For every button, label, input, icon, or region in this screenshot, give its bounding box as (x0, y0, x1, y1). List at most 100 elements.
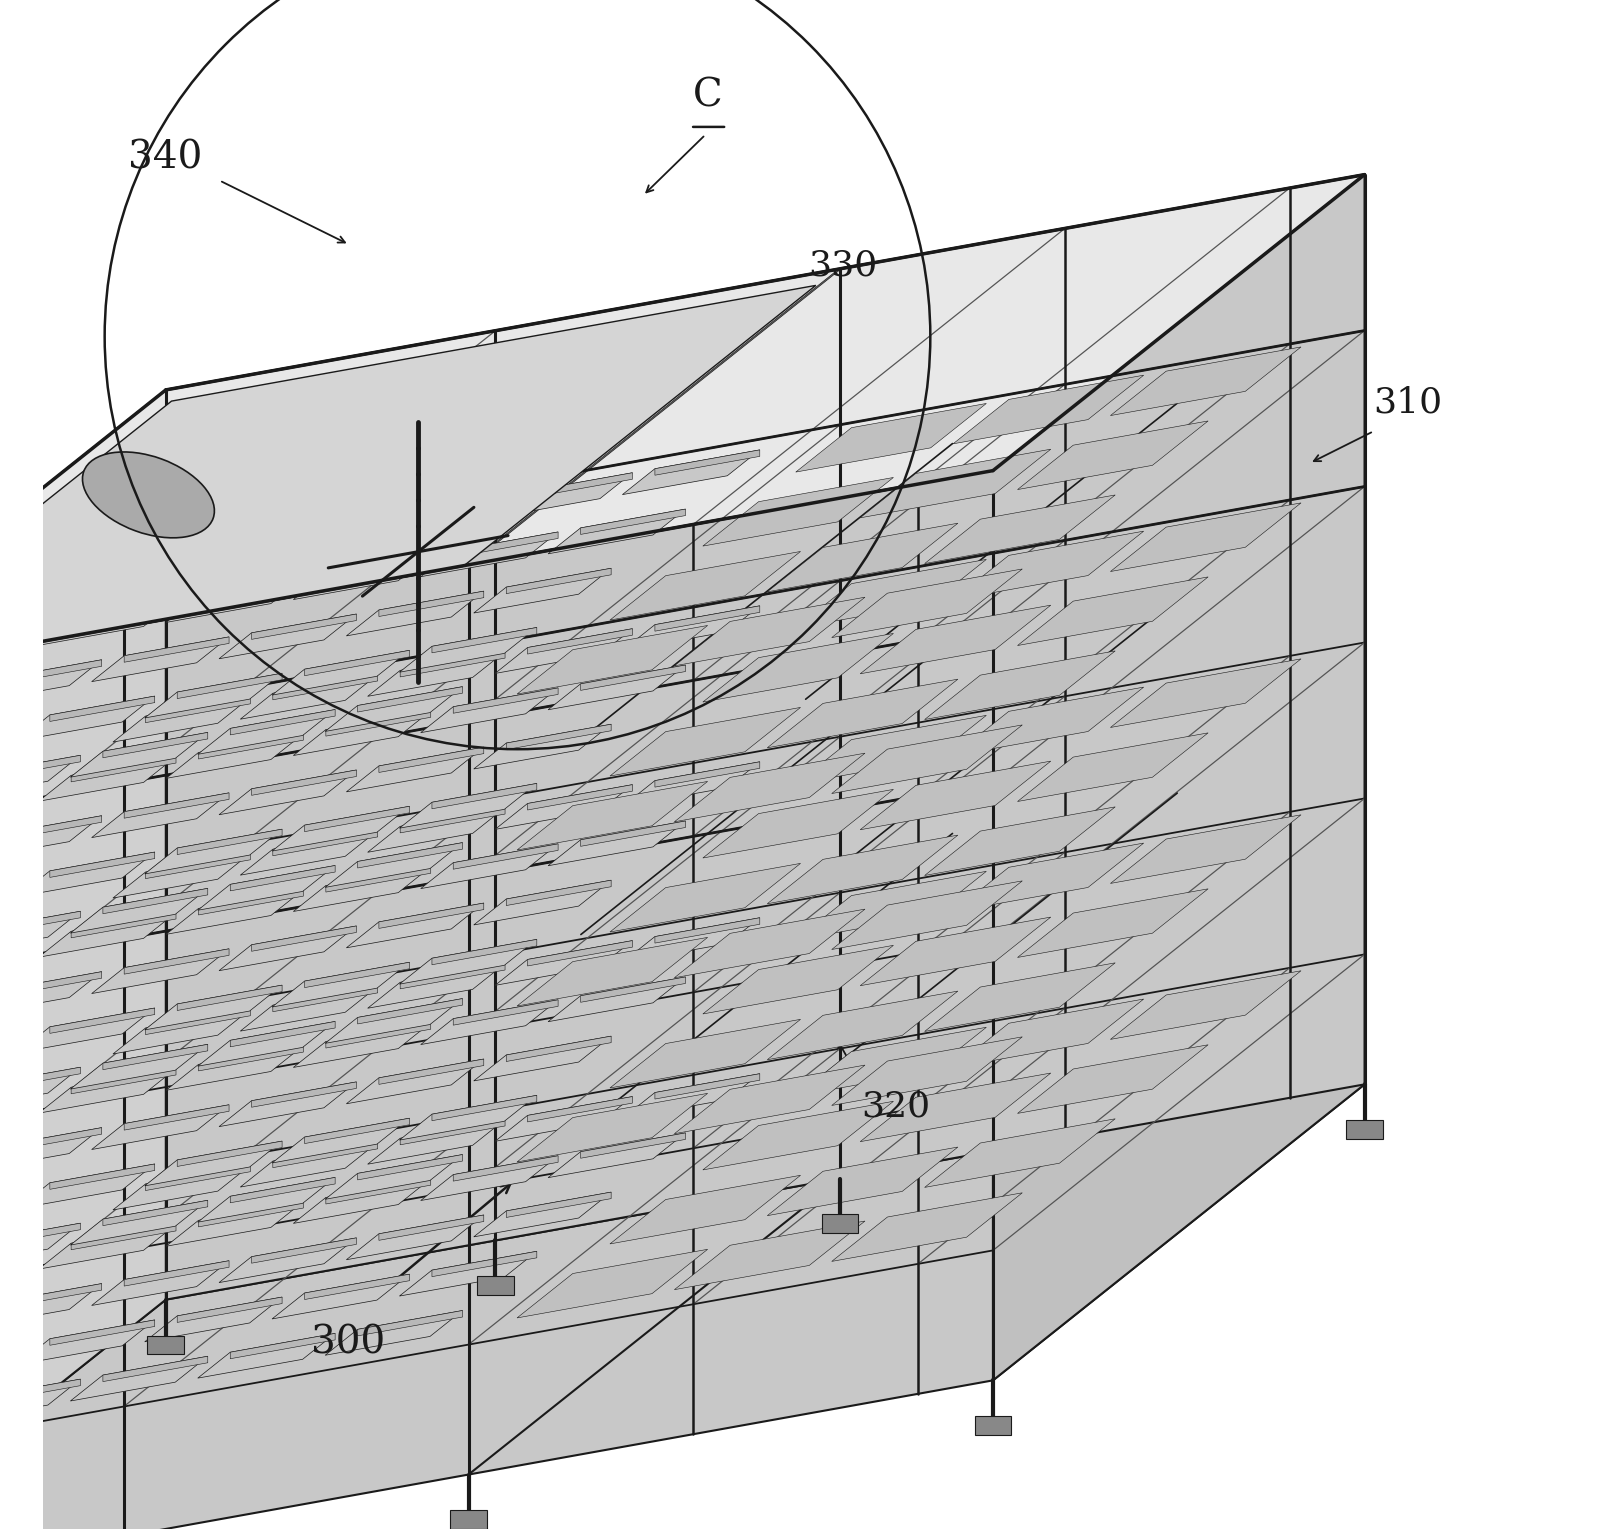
Polygon shape (420, 1000, 558, 1044)
Polygon shape (199, 734, 304, 758)
Polygon shape (0, 1284, 102, 1329)
Polygon shape (113, 1165, 250, 1209)
Polygon shape (124, 1261, 229, 1286)
Polygon shape (271, 962, 409, 1008)
Polygon shape (145, 1297, 283, 1342)
Polygon shape (703, 1101, 894, 1170)
Polygon shape (326, 711, 431, 735)
Polygon shape (199, 1202, 304, 1226)
Polygon shape (124, 1105, 229, 1130)
Polygon shape (0, 755, 81, 781)
Polygon shape (0, 972, 102, 1017)
Polygon shape (326, 555, 431, 579)
Polygon shape (548, 821, 685, 865)
Text: 300: 300 (310, 1324, 385, 1361)
Polygon shape (124, 794, 229, 818)
Polygon shape (220, 771, 357, 815)
Bar (147, 1336, 184, 1355)
Polygon shape (953, 687, 1144, 755)
Polygon shape (703, 633, 894, 702)
Polygon shape (326, 1023, 431, 1047)
Polygon shape (795, 560, 986, 628)
Polygon shape (71, 732, 208, 777)
Polygon shape (50, 1320, 155, 1346)
Polygon shape (220, 927, 357, 971)
Polygon shape (325, 842, 462, 887)
Polygon shape (0, 661, 102, 685)
Polygon shape (654, 917, 760, 943)
Polygon shape (0, 911, 81, 956)
Polygon shape (0, 1031, 27, 1057)
Polygon shape (103, 1044, 208, 1070)
Polygon shape (92, 1261, 229, 1306)
Text: C: C (693, 78, 722, 115)
Polygon shape (768, 991, 958, 1060)
Polygon shape (325, 687, 462, 731)
Polygon shape (580, 821, 685, 847)
Polygon shape (420, 688, 558, 732)
Polygon shape (50, 1008, 155, 1034)
Polygon shape (378, 1216, 483, 1240)
Polygon shape (346, 1060, 483, 1104)
Polygon shape (273, 830, 378, 856)
Polygon shape (220, 615, 357, 659)
Text: 340: 340 (128, 139, 202, 176)
Polygon shape (654, 1073, 760, 1099)
Polygon shape (0, 911, 81, 937)
Polygon shape (0, 1284, 102, 1309)
Polygon shape (368, 495, 506, 540)
Polygon shape (368, 807, 506, 852)
Polygon shape (1018, 576, 1209, 645)
Polygon shape (622, 605, 760, 650)
Polygon shape (0, 1067, 81, 1093)
Polygon shape (924, 651, 1115, 720)
Polygon shape (304, 962, 409, 988)
Bar (451, 1511, 486, 1529)
Polygon shape (71, 601, 176, 625)
Polygon shape (271, 806, 409, 852)
Polygon shape (197, 1177, 335, 1222)
Polygon shape (517, 937, 708, 1006)
Polygon shape (431, 1251, 537, 1277)
Polygon shape (71, 1200, 208, 1245)
Polygon shape (431, 783, 537, 809)
Polygon shape (378, 748, 483, 772)
Polygon shape (166, 890, 304, 934)
Polygon shape (378, 592, 483, 616)
Polygon shape (860, 917, 1050, 986)
Polygon shape (273, 518, 378, 544)
Polygon shape (103, 888, 208, 914)
Polygon shape (795, 1027, 986, 1096)
Polygon shape (506, 1037, 611, 1061)
Polygon shape (768, 679, 958, 748)
Polygon shape (452, 844, 558, 868)
Polygon shape (674, 598, 865, 665)
Polygon shape (452, 532, 558, 557)
Polygon shape (860, 605, 1050, 674)
Polygon shape (832, 881, 1023, 950)
Polygon shape (0, 1128, 102, 1173)
Polygon shape (527, 940, 632, 966)
Polygon shape (39, 601, 176, 645)
Polygon shape (452, 1000, 558, 1024)
Polygon shape (124, 638, 229, 662)
Polygon shape (399, 1095, 537, 1141)
Polygon shape (229, 1333, 335, 1359)
Polygon shape (580, 509, 685, 535)
Polygon shape (399, 1251, 537, 1297)
Polygon shape (0, 755, 81, 800)
Polygon shape (399, 783, 537, 829)
Polygon shape (18, 852, 155, 898)
Polygon shape (304, 806, 409, 832)
Polygon shape (1110, 347, 1301, 416)
Polygon shape (304, 650, 409, 676)
Polygon shape (452, 1156, 558, 1180)
Polygon shape (50, 852, 155, 878)
Polygon shape (654, 450, 760, 476)
Polygon shape (992, 174, 1364, 1381)
Polygon shape (654, 761, 760, 787)
Polygon shape (229, 865, 335, 891)
Bar (477, 1277, 514, 1295)
Polygon shape (0, 286, 816, 682)
Polygon shape (71, 757, 176, 781)
